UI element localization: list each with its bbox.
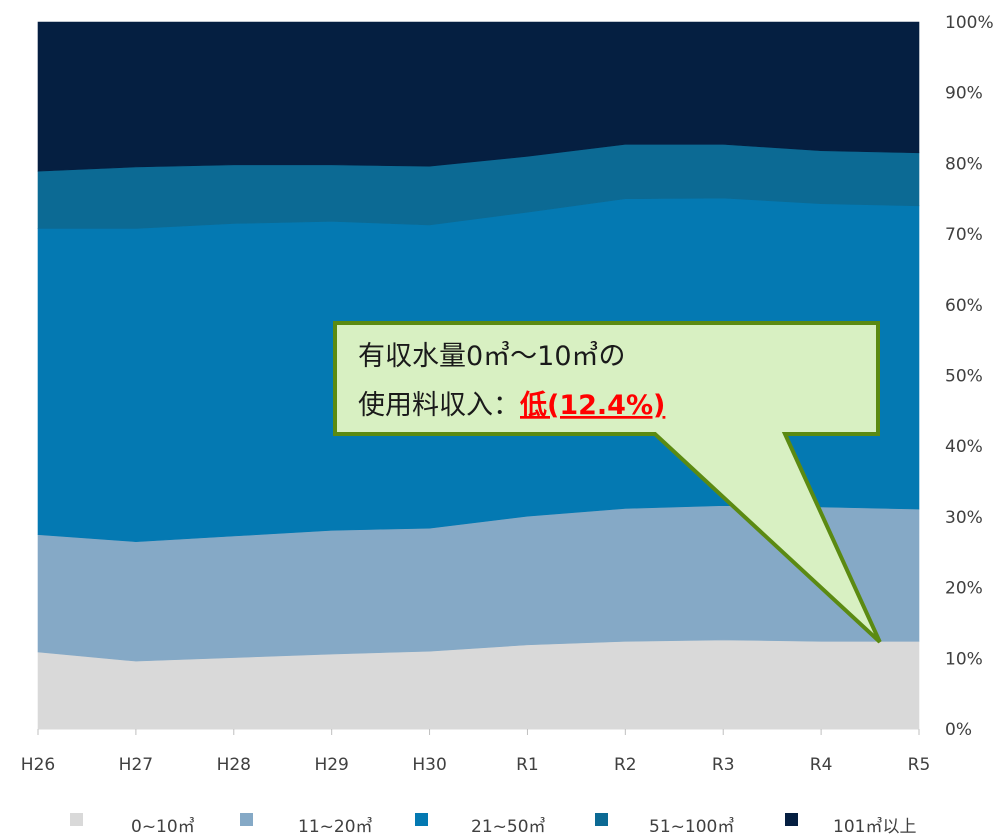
x-axis: H26 H27 H28 H29 H30 R1 R2 R3 R4 R5	[21, 728, 931, 775]
y-tick-label: 40%	[945, 437, 983, 457]
y-tick-label: 70%	[945, 225, 983, 245]
callout-bubble	[333, 321, 882, 644]
callout-line-2: 使用料収入：低(12.4%)	[358, 390, 665, 421]
x-tick-label: R5	[908, 755, 931, 775]
legend-swatch	[595, 813, 608, 826]
y-tick-label: 60%	[945, 296, 983, 316]
y-tick-label: 0%	[945, 720, 972, 740]
x-tick-label: H28	[217, 755, 251, 775]
x-tick-label: R3	[712, 755, 735, 775]
legend-label: 11~20㎥	[298, 817, 373, 837]
callout-highlight-value: 低(12.4%)	[519, 390, 665, 421]
area-series-5	[37, 21, 920, 172]
legend-label: 51~100㎥	[649, 817, 734, 837]
legend-label: 101㎥以上	[833, 817, 916, 837]
legend-swatch	[785, 813, 798, 826]
legend-label: 0~10㎥	[131, 817, 195, 837]
x-tick-label: R4	[810, 755, 833, 775]
legend-swatch	[240, 813, 253, 826]
legend-swatch	[70, 813, 83, 826]
legend-label: 21~50㎥	[471, 817, 546, 837]
x-tick-label: H30	[412, 755, 446, 775]
y-tick-label: 30%	[945, 508, 983, 528]
y-tick-label: 80%	[945, 154, 983, 174]
y-tick-label: 100%	[945, 13, 994, 33]
y-axis: 0% 10% 20% 30% 40% 50% 60% 70% 80% 90% 100%	[945, 13, 994, 740]
x-tick-label: H29	[314, 755, 348, 775]
x-tick-label: R2	[614, 755, 637, 775]
y-tick-label: 20%	[945, 579, 983, 599]
legend-swatch	[415, 813, 428, 826]
x-tick-label: H26	[21, 755, 55, 775]
y-tick-label: 90%	[945, 84, 983, 104]
y-tick-label: 50%	[945, 367, 983, 387]
callout-line-1: 有収水量0㎥～10㎥の	[358, 341, 626, 372]
x-tick-label: R1	[516, 755, 539, 775]
y-tick-label: 10%	[945, 649, 983, 669]
x-tick-label: H27	[119, 755, 153, 775]
legend: 0~10㎥ 11~20㎥ 21~50㎥ 51~100㎥ 101㎥以上	[70, 813, 916, 837]
